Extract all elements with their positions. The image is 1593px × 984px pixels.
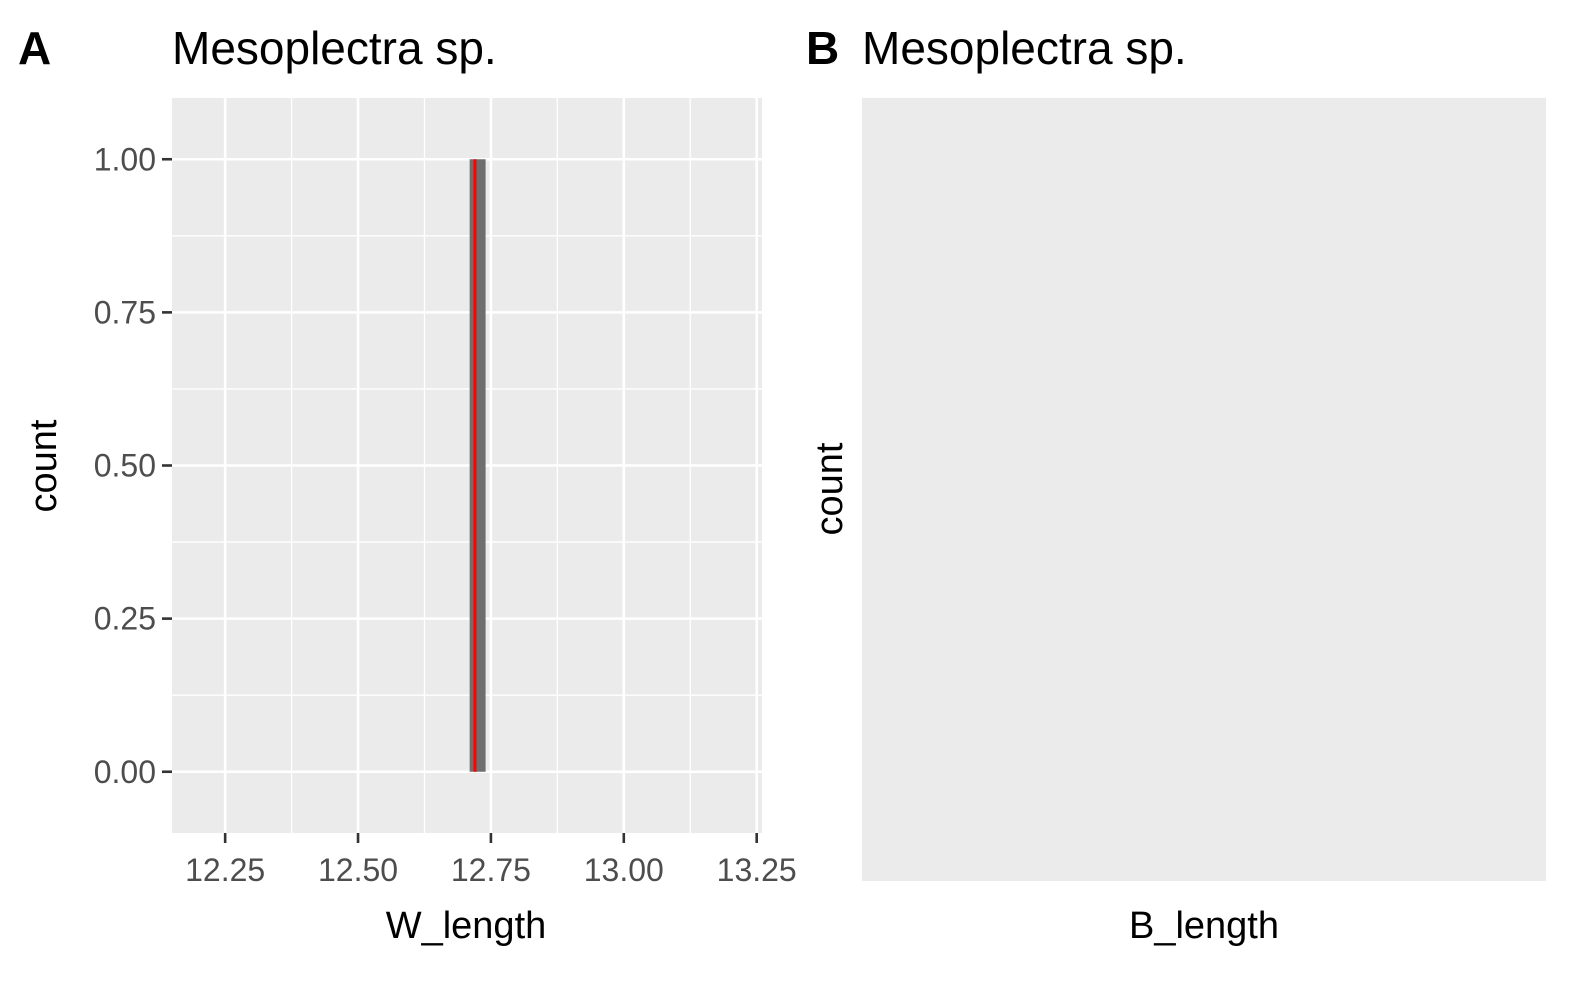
y-tick-label: 1.00 (94, 141, 156, 177)
panel-b-tag: B (806, 22, 839, 74)
panel-a-y-axis-title: count (23, 419, 65, 512)
panel-b-x-axis-title: B_length (1129, 905, 1279, 947)
y-tick-label: 0.25 (94, 601, 156, 637)
y-tick-label: 0.75 (94, 294, 156, 330)
panel-b: B Mesoplectra sp. B_length count (806, 22, 1546, 947)
x-tick-label: 12.25 (185, 852, 265, 888)
x-tick-label: 13.00 (584, 852, 664, 888)
panel-b-title: Mesoplectra sp. (862, 22, 1187, 74)
x-tick-label: 13.25 (717, 852, 797, 888)
panel-a: A Mesoplectra sp. 0.00 0.25 0.50 0.75 1.00 1… (18, 22, 797, 947)
panel-a-tag: A (18, 22, 51, 74)
panel-b-y-axis-title: count (809, 442, 851, 535)
panel-a-title: Mesoplectra sp. (172, 22, 497, 74)
histogram-bar (469, 159, 486, 772)
panel-a-gridlines (172, 98, 762, 833)
panel-a-bars (469, 159, 486, 772)
y-tick-label: 0.00 (94, 754, 156, 790)
x-tick-label: 12.75 (451, 852, 531, 888)
panel-a-x-axis: 12.25 12.50 12.75 13.00 13.25 (185, 833, 797, 888)
y-tick-label: 0.50 (94, 448, 156, 484)
panel-a-x-axis-title: W_length (386, 905, 547, 947)
panel-a-y-axis: 0.00 0.25 0.50 0.75 1.00 (94, 141, 172, 790)
panel-b-plot-background (862, 98, 1546, 881)
x-tick-label: 12.50 (318, 852, 398, 888)
